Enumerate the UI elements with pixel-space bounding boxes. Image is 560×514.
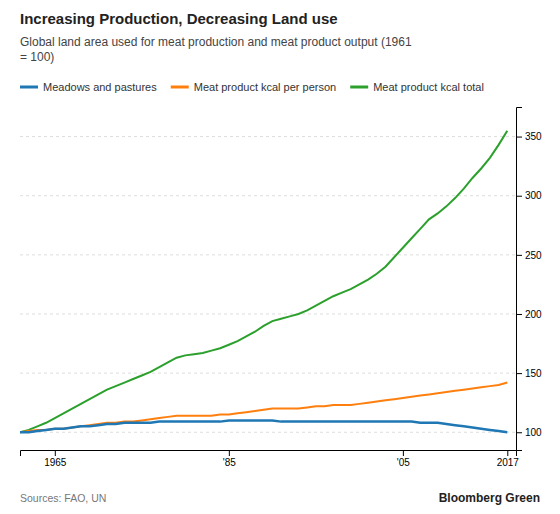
y-tick-mark <box>516 137 522 138</box>
legend-label: Meadows and pastures <box>43 81 157 93</box>
y-tick-mark <box>516 432 522 433</box>
legend-item: Meat product kcal per person <box>171 81 336 93</box>
y-tick-label: 100 <box>525 427 542 438</box>
y-axis: 100 150 200 250 300 350 <box>516 108 542 451</box>
y-tick: 250 <box>516 250 542 261</box>
x-tick-mark <box>229 450 230 456</box>
legend-item: Meadows and pastures <box>20 81 157 93</box>
x-tick-label: 2017 <box>497 457 520 468</box>
y-tick: 300 <box>516 190 542 201</box>
x-tick: 2017 <box>497 450 520 468</box>
subtitle-line: Global land area used for meat productio… <box>20 35 412 49</box>
x-tick: '05 <box>397 450 410 468</box>
x-tick-label: '85 <box>223 457 236 468</box>
legend-swatch <box>171 86 189 89</box>
legend-label: Meat product kcal per person <box>194 81 336 93</box>
legend-swatch <box>20 86 38 89</box>
legend: Meadows and pastures Meat product kcal pe… <box>20 81 484 93</box>
title: Increasing Production, Decreasing Land u… <box>20 10 338 27</box>
x-tick-mark <box>507 450 508 456</box>
legend-label: Meat product kcal total <box>373 81 484 93</box>
lines <box>20 131 507 433</box>
x-axis-line <box>21 451 517 457</box>
y-tick: 100 <box>516 427 542 438</box>
chart: Increasing Production, Decreasing Land u… <box>0 0 560 514</box>
y-tick-label: 250 <box>525 250 542 261</box>
grid <box>20 137 516 433</box>
y-tick-mark <box>516 196 522 197</box>
y-tick-mark <box>516 314 522 315</box>
y-tick: 350 <box>516 131 542 142</box>
series-line <box>20 420 507 432</box>
grid-line <box>20 432 516 433</box>
y-tick-label: 200 <box>525 309 542 320</box>
legend-item: Meat product kcal total <box>350 81 484 93</box>
y-tick-label: 300 <box>525 190 542 201</box>
y-tick-mark <box>516 373 522 374</box>
y-axis-line <box>517 108 523 451</box>
y-tick-mark <box>516 255 522 256</box>
legend-swatch <box>350 86 368 89</box>
series-line <box>20 383 507 433</box>
x-tick-mark <box>55 450 56 456</box>
x-tick: '85 <box>223 450 236 468</box>
y-tick-label: 150 <box>525 368 542 379</box>
annotation: Sources: FAO, UN <box>20 492 106 504</box>
grid-line <box>20 195 516 196</box>
x-tick-label: 1965 <box>44 457 67 468</box>
x-tick-label: '05 <box>397 457 410 468</box>
grid-line <box>20 136 516 137</box>
x-tick: 1965 <box>44 450 67 468</box>
x-axis: 1965 '85 '05 2017 <box>21 450 520 468</box>
annotation: Bloomberg Green <box>439 491 540 505</box>
grid-line <box>20 373 516 374</box>
plot: 1965 '85 '05 2017 100 150 200 250 300 350 <box>20 108 542 469</box>
grid-line <box>20 254 516 255</box>
x-tick-mark <box>403 450 404 456</box>
series-line <box>20 131 507 433</box>
subtitle-line: = 100) <box>20 50 54 64</box>
grid-line <box>20 313 516 314</box>
subtitle: Global land area used for meat productio… <box>20 35 412 64</box>
y-tick-label: 350 <box>525 131 542 142</box>
y-tick: 200 <box>516 309 542 320</box>
y-tick: 150 <box>516 368 542 379</box>
